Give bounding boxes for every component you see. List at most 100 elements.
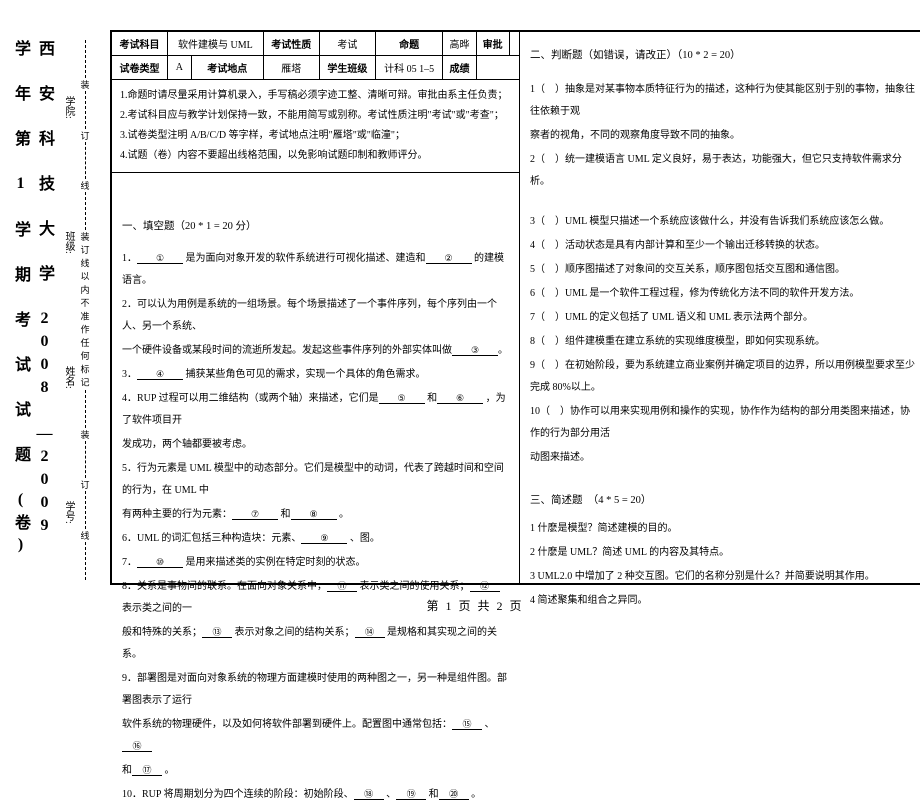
q3-4: 4 简述聚集和组合之异同。 — [530, 590, 918, 612]
q2-6: 6（ ）UML 是一个软件工程过程，修为传统化方法不同的软件开发方法。 — [530, 283, 918, 305]
q1-2b: 一个硬件设备或某段时间的流逝所发起。发起这些事件序列的外部实体叫做③。 — [122, 340, 509, 362]
table-row: 考试科目 软件建模与 UML 考试性质 考试 命题 高晔 审批 — [112, 32, 519, 56]
qtext: 表示类之间的使用关系； — [360, 581, 470, 592]
q2-1: 1（ ）抽象是对某事物本质特征行为的描述，这种行为使其能区别于别的事物，抽象往往… — [530, 79, 918, 123]
qtext: 1． — [122, 253, 137, 264]
qtext: 软件系统的物理硬件，以及如何将软件部署到硬件上。配置图中通常包括： — [122, 719, 452, 730]
qtext: 。 — [498, 345, 508, 356]
field-class: 班级: — [48, 231, 76, 254]
q1-8b: 般和特殊的关系；⑬ 表示对象之间的结构关系；⑭ 是规格和其实现之间的关系。 — [122, 622, 509, 666]
q1-10: 10．RUP 将周期划分为四个连续的阶段：初始阶段、⑱ 、⑲ 和⑳ 。 — [122, 784, 509, 806]
blank: ⑯ — [122, 740, 152, 752]
meta-label: 考试性质 — [263, 32, 319, 56]
q2-10b: 动图来描述。 — [530, 447, 918, 469]
blank: ⑱ — [354, 788, 384, 800]
qtext: 和 — [429, 789, 439, 800]
meta-label: 命题 — [375, 32, 443, 56]
bind-marker: 线 — [79, 179, 92, 192]
meta-left: 考试科目 软件建模与 UML 考试性质 考试 命题 高晔 审批 试卷类型 A 考… — [112, 32, 520, 203]
qtext: 8．关系是事物间的联系。在面向对象关系中， — [122, 581, 327, 592]
qtext: 捕获某些角色可见的需求，实现一个具体的角色需求。 — [186, 369, 426, 380]
q1-7: 7．⑩ 是用来描述类的实例在特定时刻的状态。 — [122, 552, 509, 574]
qtext: 表示对象之间的结构关系； — [235, 627, 355, 638]
note-line: 2.考试科目应与教学计划保持一致，不能用简写或别称。考试性质注明"考试"或"考查… — [120, 106, 511, 126]
note-line: 1.命题时请尽量采用计算机录入，手写稿必须字迹工整、清晰可辩。审批由系主任负责； — [120, 86, 511, 106]
qtext: 和 — [427, 393, 437, 404]
meta-value: 计科 05 1–5 — [375, 56, 443, 80]
blank: ⑧ — [291, 508, 337, 520]
meta-value: 考试 — [319, 32, 375, 56]
q1-2: 2．可以认为用例是系统的一组场景。每个场景描述了一个事件序列，每个序列由一个人、… — [122, 294, 509, 338]
meta-table: 考试科目 软件建模与 UML 考试性质 考试 命题 高晔 审批 试卷类型 A 考… — [112, 32, 519, 80]
meta-label: 试卷类型 — [112, 56, 167, 80]
meta-value: A — [167, 56, 191, 80]
blank: ⑳ — [439, 788, 469, 800]
blank: ⑨ — [301, 532, 347, 544]
binding-student-fields: 学院: 班级: 姓名: 学号: — [48, 40, 76, 580]
q1-6: 6．UML 的词汇包括三种构造块：元素、⑨ 、图。 — [122, 528, 509, 550]
q2-3: 3（ ）UML 模型只描述一个系统应该做什么，并没有告诉我们系统应该怎么做。 — [530, 211, 918, 233]
q3-2: 2 什麽是 UML？简述 UML 的内容及其特点。 — [530, 542, 918, 564]
q2-1b: 察者的视角，不同的观察角度导致不同的抽象。 — [530, 125, 918, 147]
qtext: 和 — [281, 509, 291, 520]
bind-marker: 线 — [79, 529, 92, 542]
meta-value — [509, 32, 519, 56]
blank: ⑪ — [327, 580, 357, 592]
qtext: 表示类之间的一 — [122, 603, 192, 614]
q2-8: 8（ ）组件建模重在建立系统的实现维度模型，即如何实现系统。 — [530, 331, 918, 353]
qtext: 。 — [165, 765, 175, 776]
meta-label: 考试地点 — [191, 56, 263, 80]
qtext: 、 — [485, 719, 495, 730]
q1-1: 1．① 是为面向对象开发的软件系统进行可视化描述、建造和② 的建模语言。 — [122, 248, 509, 292]
blank: ③ — [452, 344, 498, 356]
blank: ⑲ — [396, 788, 426, 800]
meta-label: 审批 — [476, 32, 509, 56]
section1-title: 一、填空题（20 * 1 = 20 分） — [122, 215, 509, 238]
blank: ⑤ — [379, 392, 425, 404]
bind-marker: 订 — [79, 478, 92, 491]
qtext: 。 — [471, 789, 481, 800]
binding-column: 学院: 班级: 姓名: 学号: 装 订 线 装 订 线 以 内 不 准 作 任 … — [48, 40, 108, 580]
qtext: 、图。 — [350, 533, 380, 544]
qtext: 、 — [386, 789, 396, 800]
q2-5: 5（ ）顺序图描述了对象间的交互关系，顺序图包括交互图和通信图。 — [530, 259, 918, 281]
bind-marker: 装 — [79, 78, 92, 91]
q3-1: 1 什麽是模型？简述建模的目的。 — [530, 518, 918, 540]
field-name: 姓名: — [48, 366, 76, 389]
q3-3: 3 UML2.0 中增加了 2 种交互图。它们的名称分别是什么？并简要说明其作用… — [530, 566, 918, 588]
meta-label: 成绩 — [443, 56, 476, 80]
meta-value: 高晔 — [443, 32, 476, 56]
q1-3: 3．④ 捕获某些角色可见的需求，实现一个具体的角色需求。 — [122, 364, 509, 386]
exam-frame: 考试科目 软件建模与 UML 考试性质 考试 命题 高晔 审批 试卷类型 A 考… — [110, 30, 920, 585]
field-college: 学院: — [48, 96, 76, 119]
bind-marker: 订 — [79, 129, 92, 142]
qtext: 2．可以认为用例是系统的一组场景。每个场景描述了一个事件序列，每个序列由 — [122, 299, 477, 310]
q1-9: 9．部署图是对面向对象系统的物理方面建模时使用的两种图之一，另一种是组件图。部署… — [122, 668, 509, 712]
blank: ④ — [137, 368, 183, 380]
left-column: 一、填空题（20 * 1 = 20 分） 1．① 是为面向对象开发的软件系统进行… — [112, 203, 520, 583]
blank: ⑩ — [137, 556, 183, 568]
meta-value: 软件建模与 UML — [167, 32, 263, 56]
qtext: 。 — [339, 509, 349, 520]
q1-9b: 软件系统的物理硬件，以及如何将软件部署到硬件上。配置图中通常包括：⑮ 、 ⑯ — [122, 714, 509, 758]
q2-9: 9（ ）在初始阶段，要为系统建立商业案例并确定项目的边界，所以用例模型要求至少完… — [530, 355, 918, 399]
q1-4: 4．RUP 过程可以用二维结构（或两个轴）来描述，它们是⑤ 和⑥ ，为了软件项目… — [122, 388, 509, 432]
binding-dash-line: 装 订 线 装 订 线 以 内 不 准 作 任 何 标 记 装 订 线 — [78, 40, 92, 580]
blank: ⑬ — [202, 626, 232, 638]
q1-4b: 发成功，两个轴都要被考虑。 — [122, 434, 509, 456]
qtext: 6．UML 的词汇包括三种构造块：元素、 — [122, 533, 301, 544]
qtext: 7． — [122, 557, 137, 568]
blank: ⑭ — [355, 626, 385, 638]
qtext: 10．RUP 将周期划分为四个连续的阶段：初始阶段、 — [122, 789, 354, 800]
bind-marker-text: 装 订 线 以 内 不 准 作 任 何 标 记 — [79, 230, 92, 390]
qtext: 3． — [122, 369, 137, 380]
qtext: 有两种主要的行为元素： — [122, 509, 232, 520]
meta-label: 学生班级 — [319, 56, 375, 80]
q1-5: 5．行为元素是 UML 模型中的动态部分。它们是模型中的动词，代表了跨越时间和空… — [122, 458, 509, 502]
blank: ② — [426, 252, 472, 264]
section3-title: 三、简述题 （4 * 5 = 20） — [530, 489, 918, 512]
right-column: 3（ ）UML 模型只描述一个系统应该做什么，并没有告诉我们系统应该怎么做。 4… — [520, 203, 920, 583]
qtext: 和 — [122, 765, 132, 776]
blank: ⑮ — [452, 718, 482, 730]
blank: ⑰ — [132, 764, 162, 776]
